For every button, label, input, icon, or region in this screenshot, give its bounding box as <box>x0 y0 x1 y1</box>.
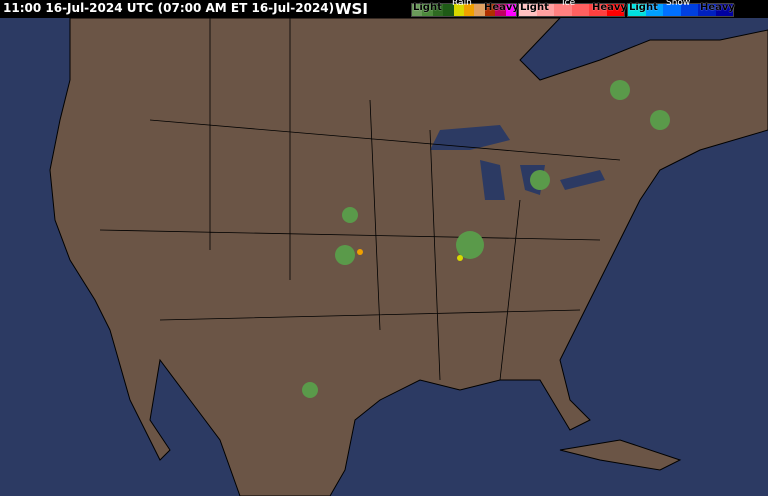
legend-rain-label: Rain <box>452 0 472 8</box>
legend-ice <box>518 3 625 17</box>
legend-swatch <box>589 4 607 16</box>
legend-swatch <box>645 4 663 16</box>
legend-swatch <box>554 4 572 16</box>
state-borders <box>99 18 621 381</box>
land-mass <box>49 17 768 496</box>
legend-swatch <box>628 4 646 16</box>
precip-echoes <box>302 80 670 398</box>
wsi-logo: WSI <box>335 0 368 18</box>
timestamp: 11:00 16-Jul-2024 UTC (07:00 AM ET 16-Ju… <box>3 1 335 15</box>
legend-swatch <box>536 4 554 16</box>
legend-swatch <box>663 4 681 16</box>
legend-rain-light: Light <box>413 2 442 13</box>
legend-ice-light: Light <box>520 2 549 13</box>
legend-swatch <box>715 4 733 16</box>
great-lakes <box>430 125 605 200</box>
legend-snow-light: Light <box>629 2 658 13</box>
legend-rain <box>411 3 517 17</box>
legend-swatch <box>571 4 589 16</box>
legend-snow-heavy: Heavy <box>700 2 735 13</box>
legend-swatch <box>432 4 444 16</box>
legend-snow <box>627 3 734 17</box>
legend-snow-label: Snow <box>666 0 691 8</box>
legend-ice-label: Ice <box>562 0 576 8</box>
legend-swatch <box>412 4 423 16</box>
legend-rain-heavy: Heavy <box>484 2 519 13</box>
legend-swatch <box>519 4 537 16</box>
legend-swatch <box>505 4 517 16</box>
legend-swatch <box>464 4 475 16</box>
legend-swatch <box>698 4 716 16</box>
header-bar: 11:00 16-Jul-2024 UTC (07:00 AM ET 16-Ju… <box>0 0 768 18</box>
legend-swatch <box>453 4 465 16</box>
legend-swatch <box>484 4 496 16</box>
legend-swatch <box>422 4 433 16</box>
legend-swatch <box>474 4 485 16</box>
legend-swatch <box>606 4 624 16</box>
legend-swatch <box>680 4 698 16</box>
legend-swatch <box>443 4 454 16</box>
legend-swatch <box>495 4 506 16</box>
cuba <box>559 439 682 471</box>
legend-ice-heavy: Heavy <box>592 2 627 13</box>
